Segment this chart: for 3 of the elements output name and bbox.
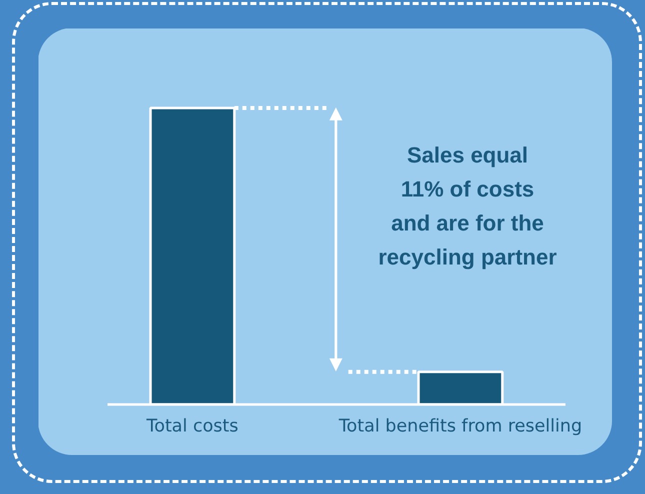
x-tick-label: Total benefits from reselling [338, 416, 582, 436]
x-tick-label: Total costs [146, 416, 238, 436]
annotation: Sales equal 11% of costs and are for the recycling partner [378, 142, 558, 270]
